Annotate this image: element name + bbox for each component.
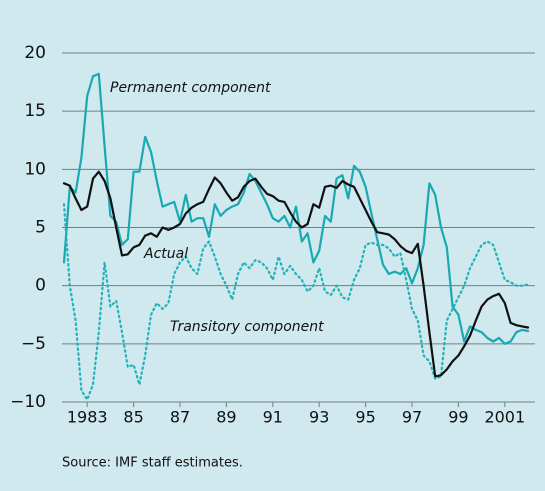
- x-tick-label: 89: [216, 408, 236, 427]
- y-tick-label: 10: [24, 159, 46, 179]
- y-tick-label: 20: [24, 43, 46, 63]
- annotation: Permanent component: [110, 80, 271, 96]
- y-tick-label: 0: [35, 276, 46, 296]
- labels: −10 −5 0 5 10 15 20 1983 85 87 89 91 93 95 97 99 2001 Per…: [10, 43, 525, 427]
- x-tick-label: 1983: [67, 408, 108, 427]
- series-line: [62, 72, 530, 345]
- y-tick-label: 15: [24, 101, 46, 121]
- x-tick-label: 99: [448, 408, 468, 427]
- series-line: [62, 170, 530, 378]
- x-tick-label: 2001: [484, 408, 525, 427]
- x-tick-label: 91: [263, 408, 283, 427]
- source-note: Source: IMF staff estimates.: [62, 456, 243, 471]
- x-tick-label: 87: [170, 408, 190, 427]
- x-tick-label: 97: [402, 408, 422, 427]
- annotation: Actual: [143, 246, 188, 262]
- y-tick-label: −10: [10, 392, 46, 412]
- y-tick-label: −5: [21, 334, 46, 354]
- marks: [62, 72, 530, 401]
- series-line: [62, 203, 530, 401]
- x-tick-label: 85: [123, 408, 143, 427]
- y-tick-label: 5: [35, 218, 46, 238]
- grid: [62, 52, 535, 407]
- x-tick-label: 95: [355, 408, 375, 427]
- annotation: Transitory component: [170, 319, 324, 335]
- x-tick-label: 93: [309, 408, 329, 427]
